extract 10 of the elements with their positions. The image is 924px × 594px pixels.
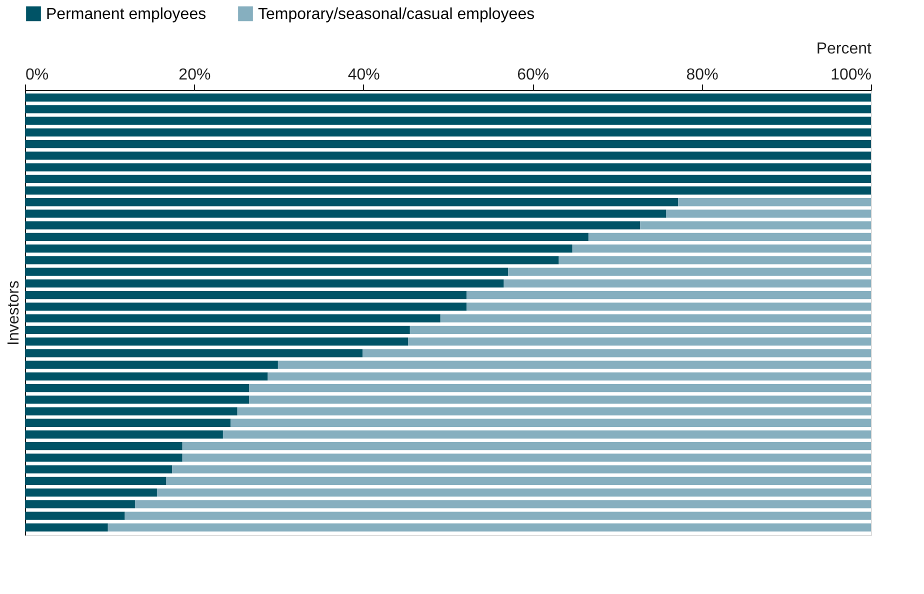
x-tick-label: 20% [178, 66, 211, 84]
x-tick-label: 40% [348, 66, 380, 84]
x-tick-label: 60% [517, 66, 550, 84]
x-tick-label: 100% [830, 66, 872, 84]
x-tick-label: 0% [26, 66, 49, 84]
x-axis-title: Percent [816, 40, 872, 58]
legend-label: Permanent employees [46, 6, 206, 23]
x-tick-label: 80% [686, 66, 718, 84]
y-axis-title: Investors [6, 280, 22, 346]
legend-label: Temporary/seasonal/casual employees [258, 6, 535, 23]
